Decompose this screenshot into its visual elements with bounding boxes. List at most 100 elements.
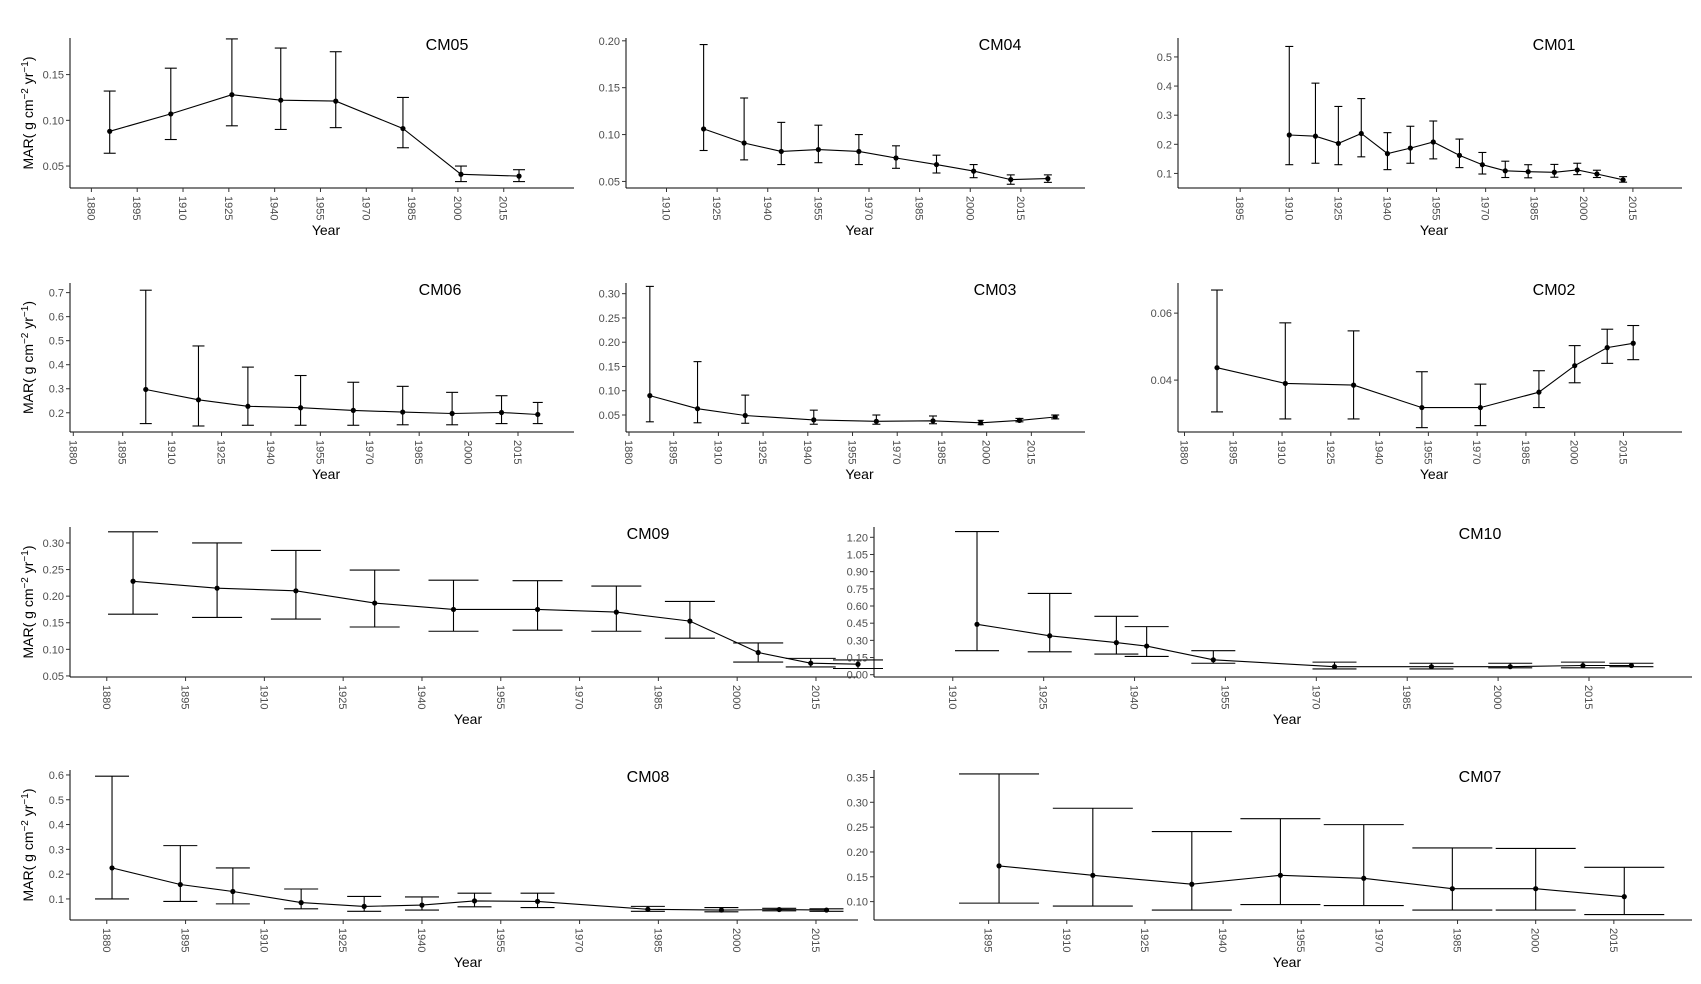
data-point (694, 406, 701, 412)
y-tick-label: 0.6 (49, 770, 64, 782)
y-axis-title-part: ) (20, 545, 36, 550)
data-point (245, 403, 251, 409)
x-tick-label: 2000 (730, 685, 742, 709)
data-point (1536, 389, 1542, 395)
y-axis-title-part: yr (20, 804, 36, 820)
data-point (229, 92, 235, 98)
y-axis-title-part: MAR( g cm (20, 589, 36, 659)
data-point (1551, 169, 1557, 175)
y-axis-title-superscript: −1 (20, 61, 31, 73)
data-point (755, 649, 761, 656)
data-point (1312, 133, 1319, 139)
x-tick-label: 1940 (1128, 685, 1140, 709)
data-point (718, 907, 725, 913)
y-tick-label: 0.20 (847, 847, 868, 859)
y-axis-title-part: yr (20, 72, 36, 88)
data-point (1189, 881, 1195, 887)
data-point (471, 898, 478, 904)
x-tick-label: 1880 (622, 440, 634, 464)
x-tick-label: 1970 (573, 928, 585, 952)
data-point (893, 155, 899, 161)
y-tick-label: 0.15 (599, 361, 620, 373)
x-tick-label: 1910 (711, 440, 723, 464)
x-tick-label: 1880 (84, 196, 96, 220)
y-tick-label: 0.60 (847, 601, 868, 613)
y-tick-label: 0.25 (43, 565, 64, 577)
x-tick-label: 1955 (1294, 928, 1306, 952)
data-point (873, 418, 879, 424)
x-tick-label: 2000 (1568, 440, 1580, 464)
data-point (974, 621, 980, 627)
x-tick-label: 1895 (116, 440, 128, 464)
y-tick-label: 0.00 (847, 670, 868, 682)
x-tick-label: 1955 (494, 685, 506, 709)
y-tick-label: 1.05 (847, 549, 868, 561)
data-point (978, 420, 984, 426)
y-axis-title-superscript: −1 (20, 550, 31, 562)
data-point (645, 906, 651, 912)
x-tick-label: 1940 (801, 440, 813, 464)
y-axis-title-part: MAR( g cm (20, 832, 36, 902)
chart-panel-cm07: 0.10 0.15 0.20 0.25 0.30 0.35 1895 1910 1925 1940… (847, 769, 1692, 970)
x-tick-label: 1880 (100, 685, 112, 709)
y-tick-label: 0.25 (847, 822, 868, 834)
data-point (168, 111, 174, 117)
data-point (1479, 162, 1485, 168)
x-tick-label: 1940 (1380, 196, 1392, 220)
y-axis-title: MAR( g cm−2 yr−1) (20, 56, 36, 169)
x-tick-label: 1910 (176, 196, 188, 220)
data-point (1214, 365, 1220, 371)
panel-title: CM10 (1459, 526, 1502, 543)
x-tick-label: 1880 (1178, 440, 1190, 464)
x-tick-label: 1910 (1060, 928, 1072, 952)
data-point (333, 98, 339, 104)
x-tick-label: 1955 (1421, 440, 1433, 464)
x-axis-title: Year (312, 466, 341, 482)
data-point (195, 397, 202, 403)
x-tick-label: 1910 (946, 685, 958, 709)
x-tick-label: 1880 (66, 440, 78, 464)
chart-panel-cm02: 0.04 0.06 1880 1895 1910 1925 1940 1955 1970 1985… (1151, 282, 1682, 482)
data-point (1594, 171, 1600, 177)
y-tick-label: 0.10 (847, 897, 868, 909)
x-axis-title: Year (845, 466, 874, 482)
data-point (1384, 151, 1391, 157)
x-tick-label: 2015 (1014, 196, 1026, 220)
x-axis-title: Year (1420, 222, 1449, 238)
data-point (1449, 886, 1455, 892)
panel-title: CM04 (979, 37, 1022, 54)
chart-panel-cm08: 0.1 0.2 0.3 0.4 0.5 0.6 1880 1895 1910 1925 1940 19… (20, 769, 858, 970)
x-tick-label: 2015 (1626, 196, 1638, 220)
y-tick-label: 0.30 (847, 797, 868, 809)
x-tick-label: 1910 (257, 685, 269, 709)
x-tick-label: 1985 (1519, 440, 1531, 464)
x-tick-label: 2015 (1616, 440, 1628, 464)
data-point (776, 906, 782, 913)
data-point (933, 161, 940, 168)
data-point (1282, 380, 1288, 387)
y-tick-label: 0.20 (43, 591, 64, 603)
y-tick-label: 0.15 (43, 70, 64, 82)
data-point (1621, 894, 1627, 900)
x-tick-label: 1925 (222, 196, 234, 220)
x-tick-label: 1925 (1331, 196, 1343, 220)
data-point (535, 411, 541, 418)
y-tick-label: 1.20 (847, 532, 868, 544)
x-tick-label: 1955 (1430, 196, 1442, 220)
x-tick-label: 2000 (462, 440, 474, 464)
x-tick-label: 1940 (1373, 440, 1385, 464)
x-tick-label: 1955 (313, 196, 325, 220)
data-point (701, 126, 707, 132)
chart-panel-cm04: 0.05 0.10 0.15 0.20 1910 1925 1940 1955 1970 1985… (599, 36, 1085, 238)
series-line (649, 395, 1056, 424)
chart-panel-cm10: 0.00 0.15 0.30 0.45 0.60 0.75 0.90 1.05 1.20 1910… (847, 526, 1692, 727)
x-axis-title: Year (845, 222, 874, 238)
x-tick-label: 2015 (497, 196, 509, 220)
x-tick-label: 1880 (100, 928, 112, 952)
x-tick-label: 2000 (730, 928, 742, 952)
x-tick-label: 1985 (651, 685, 663, 709)
data-point (1407, 145, 1413, 151)
x-tick-label: 1970 (573, 685, 585, 709)
x-tick-label: 2000 (1529, 928, 1541, 952)
data-point (687, 618, 693, 624)
